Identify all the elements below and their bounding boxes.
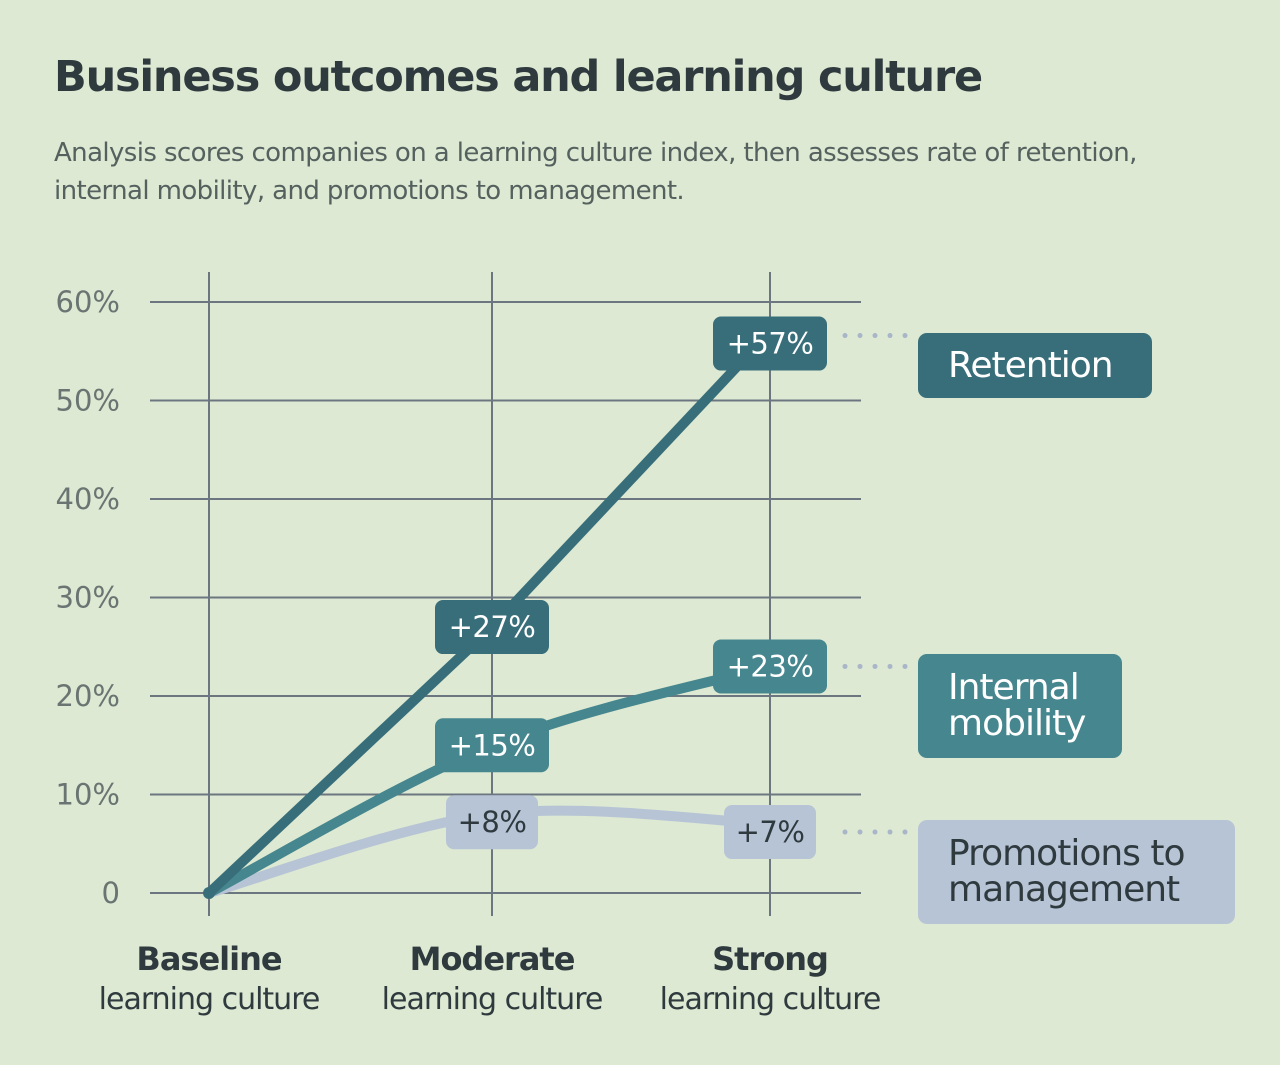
data-label-text: +57% — [727, 327, 814, 361]
leader-dot — [902, 663, 908, 669]
legend-retention: Retention — [918, 333, 1152, 398]
data-label: +57% — [713, 316, 827, 371]
leader-dot — [842, 829, 848, 835]
y-tick-label: 30% — [56, 581, 120, 615]
series-line-1 — [204, 661, 775, 898]
leader-dot — [857, 663, 863, 669]
leader-dot — [887, 663, 893, 669]
legend-label: Promotions to management — [948, 833, 1186, 910]
data-label-box — [713, 639, 827, 694]
data-label-box — [724, 805, 816, 860]
leader-dot — [857, 829, 863, 835]
legend-label: Retention — [948, 344, 1114, 386]
legend-label: Internal mobility — [948, 667, 1086, 744]
data-label-text: +7% — [736, 815, 805, 849]
data-label: +7% — [724, 805, 816, 860]
y-tick-label: 10% — [56, 778, 120, 812]
data-label: +15% — [435, 718, 549, 773]
leader-dot — [887, 829, 893, 835]
leader-dot — [857, 333, 863, 339]
x-category-sublabel: learning culture — [382, 982, 603, 1017]
data-label-text: +27% — [449, 610, 536, 644]
legend-internal-mobility: Internal mobility — [918, 654, 1122, 758]
x-category-label: Moderate — [410, 940, 575, 978]
y-tick-label: 20% — [56, 679, 120, 713]
y-tick-label: 50% — [56, 384, 120, 418]
x-category-label: Baseline — [136, 940, 281, 978]
y-tick-label: 40% — [56, 482, 120, 516]
data-label: +27% — [435, 600, 549, 655]
leader-dot — [902, 333, 908, 339]
data-label-box — [713, 316, 827, 371]
y-tick-label: 0 — [102, 876, 120, 910]
leader-dot — [887, 333, 893, 339]
data-label-text: +23% — [727, 649, 814, 683]
leader-dot — [842, 663, 848, 669]
data-label-box — [435, 718, 549, 773]
data-label: +8% — [446, 795, 538, 850]
baseline-point — [203, 887, 215, 899]
legend-promotions: Promotions to management — [918, 820, 1235, 924]
leader-dot — [902, 829, 908, 835]
data-label: +23% — [713, 639, 827, 694]
data-label-box — [446, 795, 538, 850]
leader-dot — [872, 663, 878, 669]
x-category-label: Strong — [712, 940, 828, 978]
leader-dot — [842, 333, 848, 339]
x-category-sublabel: learning culture — [99, 982, 320, 1017]
chart-title: Business outcomes and learning culture — [54, 52, 983, 102]
data-label-box — [435, 600, 549, 655]
leader-dot — [872, 333, 878, 339]
data-label-text: +15% — [449, 728, 536, 762]
chart-subtitle: Analysis scores companies on a learning … — [54, 138, 1137, 206]
leader-dot — [872, 829, 878, 835]
y-tick-label: 60% — [56, 285, 120, 319]
x-category-sublabel: learning culture — [660, 982, 881, 1017]
data-label-text: +8% — [458, 805, 527, 839]
